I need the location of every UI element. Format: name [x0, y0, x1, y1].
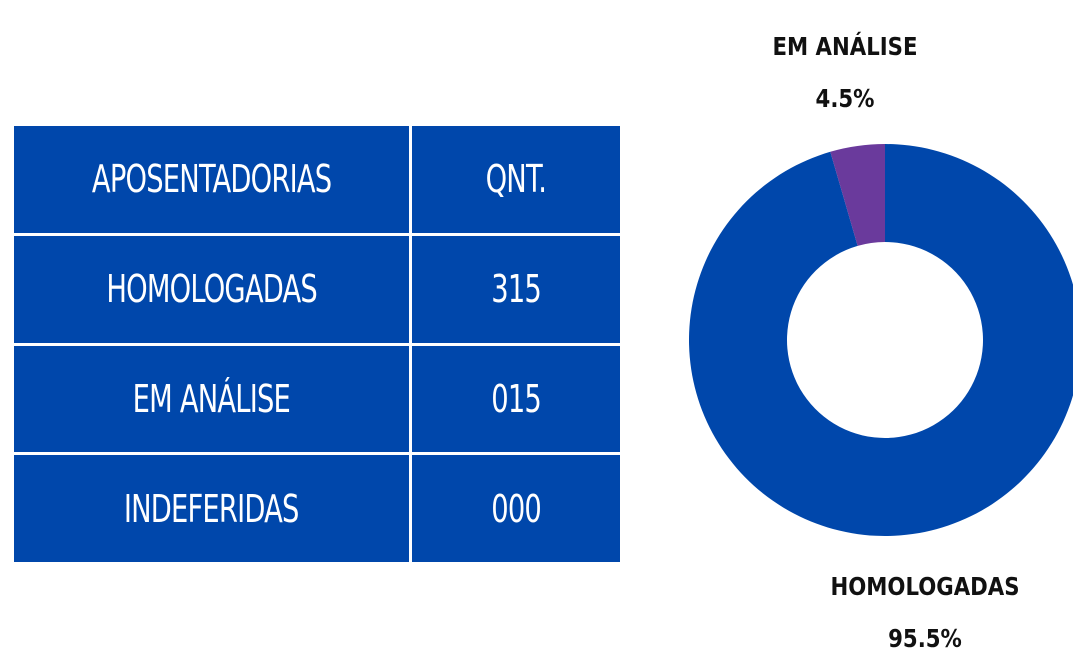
- cell-text: EM ANÁLISE: [132, 376, 291, 421]
- slice: [830, 144, 885, 246]
- slice: [689, 144, 1073, 536]
- header-text: QNT.: [485, 157, 547, 202]
- header-cell: QNT.: [412, 126, 620, 233]
- cell-text: 015: [491, 376, 542, 421]
- table: APOSENTADORIAS QNT. HOMOLOGADAS 315 EM A…: [14, 126, 620, 562]
- header-text: APOSENTADORIAS: [91, 157, 332, 202]
- cell: INDEFERIDAS: [14, 455, 409, 562]
- cell: 000: [412, 455, 620, 562]
- cell-text: HOMOLOGADAS: [106, 267, 317, 312]
- slice-label: HOMOLOGADAS: [830, 572, 1019, 601]
- slice-label: EM ANÁLISE: [773, 31, 918, 61]
- cell: 315: [412, 235, 620, 343]
- cell-text: INDEFERIDAS: [124, 486, 300, 531]
- slice-value-label: 4.5%: [816, 84, 875, 113]
- slice-value-label: 95.5%: [888, 624, 962, 653]
- header-cell: APOSENTADORIAS: [14, 126, 409, 233]
- cell-text: 315: [491, 267, 542, 312]
- cell: EM ANÁLISE: [14, 345, 409, 453]
- cell: 015: [412, 345, 620, 453]
- cell-text: 000: [491, 486, 542, 531]
- cell: HOMOLOGADAS: [14, 235, 409, 343]
